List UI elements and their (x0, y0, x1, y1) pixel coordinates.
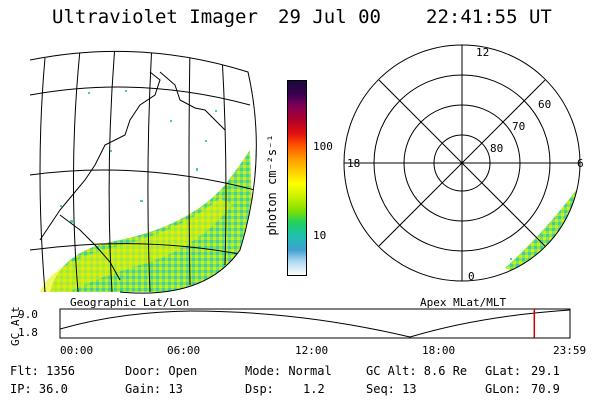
mlt-label-6: 6 (577, 157, 584, 170)
sequence-number: Seq: 13 (366, 382, 417, 396)
dsp-label: Dsp: (245, 382, 274, 396)
colorbar-tick-100: 100 (313, 140, 333, 153)
x-tick-2359: 23:59 (553, 344, 587, 357)
door-status: Door: Open (125, 364, 198, 378)
geographic-grid-label: Geographic Lat/Lon (70, 296, 190, 309)
earth-limb (29, 50, 257, 294)
glon-label: GLon: (485, 382, 522, 396)
x-tick-0600: 06:00 (167, 344, 201, 357)
glat-value: 29.1 (531, 364, 560, 378)
polar-aurora-region (505, 185, 580, 278)
colorbar (287, 80, 307, 276)
dsp-value: 1.2 (303, 382, 325, 396)
glon-value: 70.9 (531, 382, 560, 396)
mode-value: Mode: Normal (245, 364, 332, 378)
glat-label: GLat: (485, 364, 522, 378)
alt-tick-9: 9.0 (18, 308, 38, 321)
lat-label-70: 70 (512, 120, 526, 133)
x-tick-1800: 18:00 (422, 344, 456, 357)
mlt-label-18: 18 (347, 157, 361, 170)
ip-value: IP: 36.0 (10, 382, 68, 396)
gc-altitude: GC Alt: 8.6 Re (366, 364, 468, 378)
flight-number: Flt: 1356 (10, 364, 76, 378)
coastline (39, 71, 226, 281)
x-tick-1200: 12:00 (295, 344, 329, 357)
time-label: 22:41:55 UT (426, 6, 552, 28)
x-tick-0000: 00:00 (60, 344, 94, 357)
polar-grid-label: Apex MLat/MLT (420, 296, 507, 309)
mlt-label-12: 12 (476, 46, 490, 59)
instrument-title: Ultraviolet Imager (52, 6, 258, 28)
lat-label-80: 80 (490, 142, 504, 155)
altitude-curve (59, 309, 571, 338)
lat-label-60: 60 (538, 98, 552, 111)
colorbar-tick-10: 10 (313, 229, 327, 242)
mlt-label-0: 0 (468, 270, 475, 283)
gain-value: Gain: 13 (125, 382, 183, 396)
date-label: 29 Jul 00 (278, 6, 381, 28)
alt-tick-1-8: 1.8 (18, 326, 38, 339)
